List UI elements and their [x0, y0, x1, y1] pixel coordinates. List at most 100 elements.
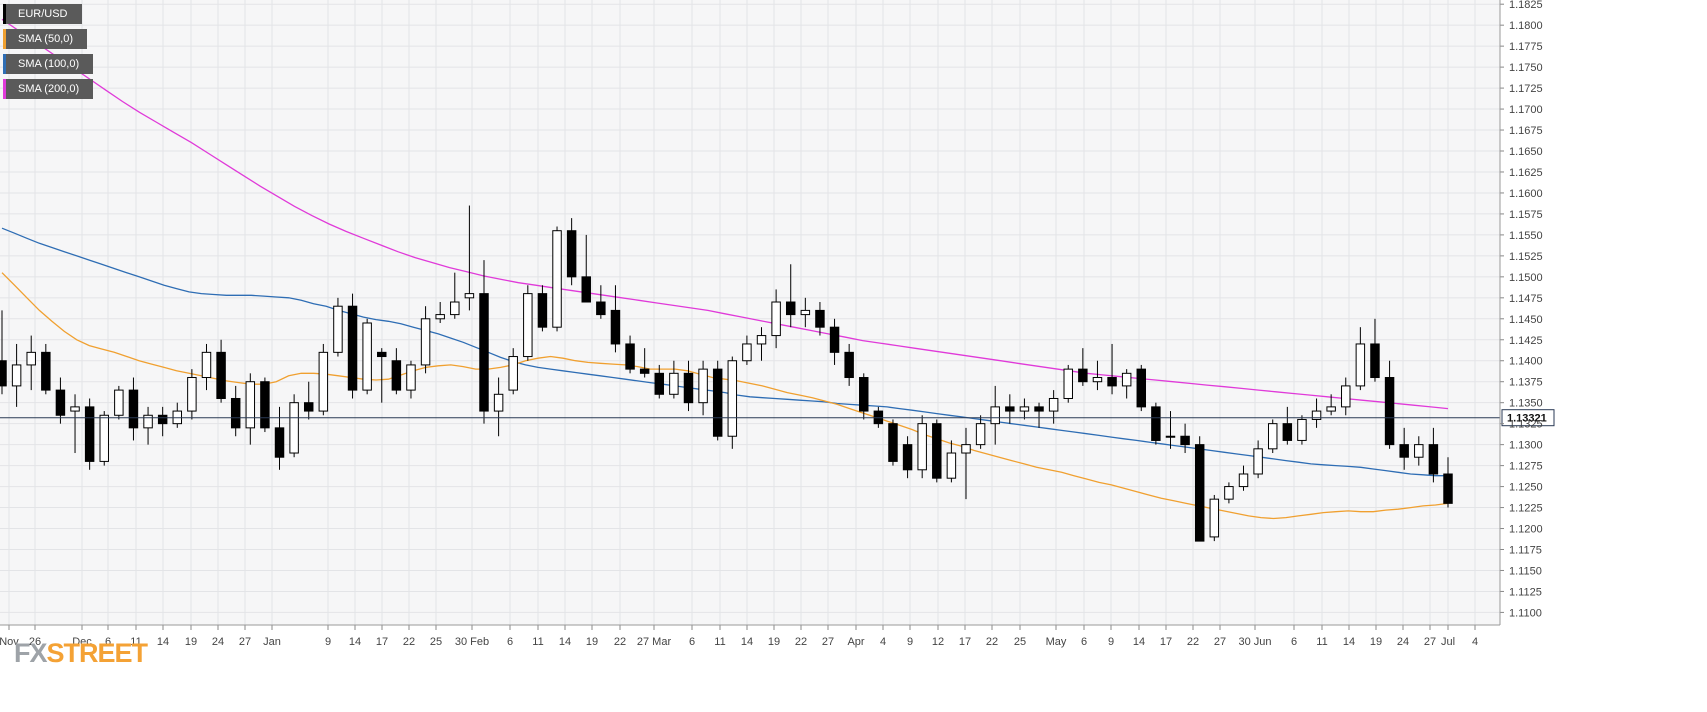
x-tick-label: 25 — [430, 636, 442, 648]
sma-100-path — [1, 227, 1448, 477]
candle-body — [771, 301, 781, 337]
candle-body — [70, 406, 80, 412]
candle-body — [274, 427, 285, 458]
x-tick-label: 26 — [29, 636, 41, 648]
x-tick-label: 14 — [741, 636, 753, 648]
candle-body — [1399, 444, 1409, 458]
fxstreet-logo: FXSTREET — [14, 638, 149, 669]
y-tick-label: 1.1800 — [1509, 20, 1543, 32]
candle-body — [1224, 486, 1234, 500]
legend-item-eurusd[interactable]: EUR/USD — [3, 4, 82, 24]
x-tick-label: 24 — [212, 636, 224, 648]
x-tick-label: Jul — [1441, 636, 1455, 648]
candle-body — [1136, 368, 1147, 408]
x-tick-label: 17 — [1160, 636, 1172, 648]
legend-label: EUR/USD — [18, 8, 68, 20]
x-tick-label: 27 — [1214, 636, 1226, 648]
x-tick-label: 19 — [586, 636, 598, 648]
candle-body — [596, 301, 606, 316]
y-tick-label: 1.1650 — [1509, 146, 1543, 158]
candle-body — [114, 389, 124, 416]
candle-body — [377, 351, 387, 358]
candle-body — [1428, 444, 1439, 475]
y-tick-label: 1.1600 — [1509, 188, 1543, 200]
y-tick-label: 1.1625 — [1509, 167, 1543, 179]
candle-body — [1443, 473, 1453, 504]
y-tick-label: 1.1825 — [1509, 0, 1543, 11]
candle-body — [318, 351, 329, 412]
y-tick-label: 1.1100 — [1509, 607, 1542, 619]
candle-body — [1282, 423, 1293, 441]
y-tick-label: 1.1175 — [1509, 544, 1542, 556]
sma-50-line — [1, 272, 1449, 520]
candle-body — [157, 414, 168, 425]
y-tick-label: 1.1375 — [1509, 377, 1543, 389]
x-tick-label: 22 — [614, 636, 626, 648]
x-tick-label: 12 — [932, 636, 944, 648]
candle-body — [1384, 377, 1395, 446]
candle-body — [844, 351, 854, 379]
candle-body — [917, 423, 927, 471]
y-tick-label: 1.1300 — [1509, 440, 1543, 452]
candle-body — [581, 276, 591, 303]
candle-body — [1019, 406, 1030, 412]
y-tick-label: 1.1225 — [1509, 503, 1543, 515]
plot-background — [0, 0, 1500, 625]
x-tick-label: 27 — [239, 636, 251, 648]
legend-label: SMA (100,0) — [18, 58, 80, 70]
candle-body — [537, 293, 548, 328]
legend: EUR/USD SMA (50,0) SMA (100,0) SMA (200,… — [3, 4, 94, 104]
candle-body — [1063, 368, 1073, 399]
x-tick-label: 30 Feb — [455, 636, 489, 648]
legend-item-sma100[interactable]: SMA (100,0) — [3, 54, 94, 74]
candle-body — [859, 377, 869, 412]
candle-body — [742, 343, 752, 362]
x-tick-label: 6 — [507, 636, 513, 648]
logo-street: STREET — [46, 638, 149, 668]
legend-item-sma200[interactable]: SMA (200,0) — [3, 79, 94, 99]
candle-body — [639, 368, 650, 374]
candle-body — [333, 305, 343, 353]
x-tick-label: 11 — [532, 636, 543, 648]
x-tick-label: 22 — [986, 636, 998, 648]
candle-body — [902, 444, 913, 471]
y-tick-label: 1.1500 — [1509, 272, 1543, 284]
candle-body — [1180, 435, 1190, 446]
x-tick-label: 14 — [1133, 636, 1145, 648]
candle-body — [1092, 377, 1103, 383]
candle-body — [289, 402, 299, 454]
y-tick-label: 1.1150 — [1509, 565, 1542, 577]
x-tick-label: 9 — [1108, 636, 1114, 648]
y-tick-label: 1.1575 — [1509, 209, 1543, 221]
candle-body — [1151, 406, 1161, 441]
candle-body — [1194, 444, 1205, 542]
x-tick-label: 11 — [130, 636, 141, 648]
current-price-tag — [1501, 409, 1555, 427]
candle-body — [508, 356, 518, 391]
candle-body — [216, 351, 226, 399]
candle-body — [610, 309, 621, 345]
x-tick-label: 6 — [105, 636, 111, 648]
candle-body — [727, 360, 738, 437]
candle-body — [84, 406, 95, 462]
candle-body — [347, 305, 358, 391]
x-tick-label: 30 Jun — [1238, 636, 1271, 648]
x-tick-label: Dec — [72, 636, 92, 648]
x-tick-label: 11 — [1316, 636, 1327, 648]
x-tick-label: 11 — [714, 636, 725, 648]
legend-item-sma50[interactable]: SMA (50,0) — [3, 29, 88, 49]
x-tick-label: 19 — [768, 636, 780, 648]
x-tick-label: 14 — [559, 636, 571, 648]
x-tick-label: 25 — [1014, 636, 1026, 648]
candle-body — [450, 301, 460, 316]
sma-200-line — [1, 18, 1449, 410]
x-tick-label: 14 — [349, 636, 361, 648]
y-tick-label: 1.1550 — [1509, 230, 1543, 242]
sma-200-path — [1, 18, 1449, 410]
y-tick-label: 1.1200 — [1509, 524, 1543, 536]
x-tick-label: 9 — [907, 636, 913, 648]
candle-body — [391, 360, 402, 391]
legend-label: SMA (50,0) — [18, 33, 74, 45]
candle-body — [975, 423, 986, 446]
candle-body — [303, 402, 314, 412]
